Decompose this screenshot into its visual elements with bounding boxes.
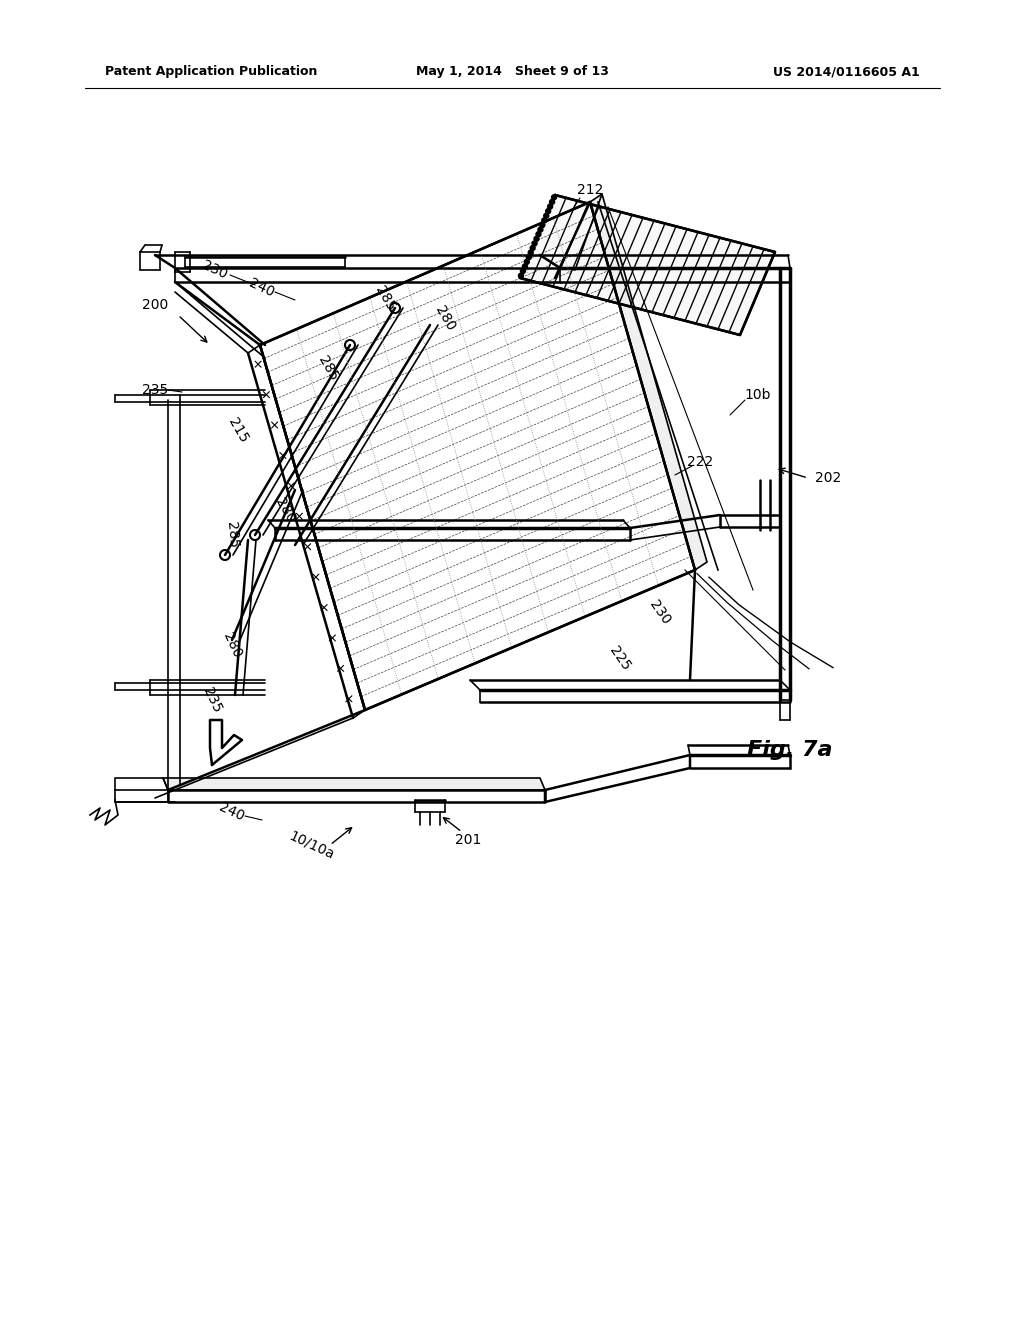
Polygon shape [520,195,775,335]
Circle shape [522,264,527,269]
Text: 280: 280 [272,495,298,525]
Circle shape [548,205,553,209]
Circle shape [552,195,556,199]
Polygon shape [168,789,545,803]
Text: 222: 222 [687,455,713,469]
Text: 10/10a: 10/10a [287,829,337,862]
Text: 225: 225 [607,643,633,673]
Text: US 2014/0116605 A1: US 2014/0116605 A1 [773,66,920,78]
Circle shape [550,199,555,205]
Text: Fig. 7a: Fig. 7a [748,741,833,760]
Circle shape [544,214,549,218]
Circle shape [538,227,543,232]
Text: 200: 200 [142,298,168,312]
Polygon shape [590,194,707,570]
Circle shape [528,249,534,255]
Text: 230: 230 [647,597,673,627]
Text: 240: 240 [247,276,276,300]
Circle shape [532,242,537,246]
Text: 230: 230 [200,259,229,282]
Polygon shape [260,202,695,710]
Circle shape [518,273,523,279]
Text: 10b: 10b [744,388,771,403]
Circle shape [536,232,541,236]
Text: May 1, 2014   Sheet 9 of 13: May 1, 2014 Sheet 9 of 13 [416,66,608,78]
Circle shape [542,218,547,223]
Text: 285: 285 [373,282,397,313]
Circle shape [524,259,529,264]
Text: 285: 285 [224,521,240,549]
Circle shape [530,246,536,251]
Text: 280: 280 [432,304,458,333]
Circle shape [540,223,545,227]
Circle shape [520,268,525,273]
Text: 212: 212 [577,183,603,197]
Text: 201: 201 [455,833,481,847]
Polygon shape [210,719,242,766]
Circle shape [535,236,539,242]
Polygon shape [115,777,168,803]
Circle shape [546,209,551,214]
Text: 240: 240 [217,800,247,824]
Text: 215: 215 [225,414,251,445]
Text: Patent Application Publication: Patent Application Publication [105,66,317,78]
Text: 280: 280 [220,630,244,660]
Text: 285: 285 [315,352,341,383]
Text: 235: 235 [142,383,168,397]
Text: 202: 202 [815,471,842,484]
Polygon shape [163,777,545,789]
Text: 235: 235 [200,685,224,715]
Circle shape [526,255,531,260]
